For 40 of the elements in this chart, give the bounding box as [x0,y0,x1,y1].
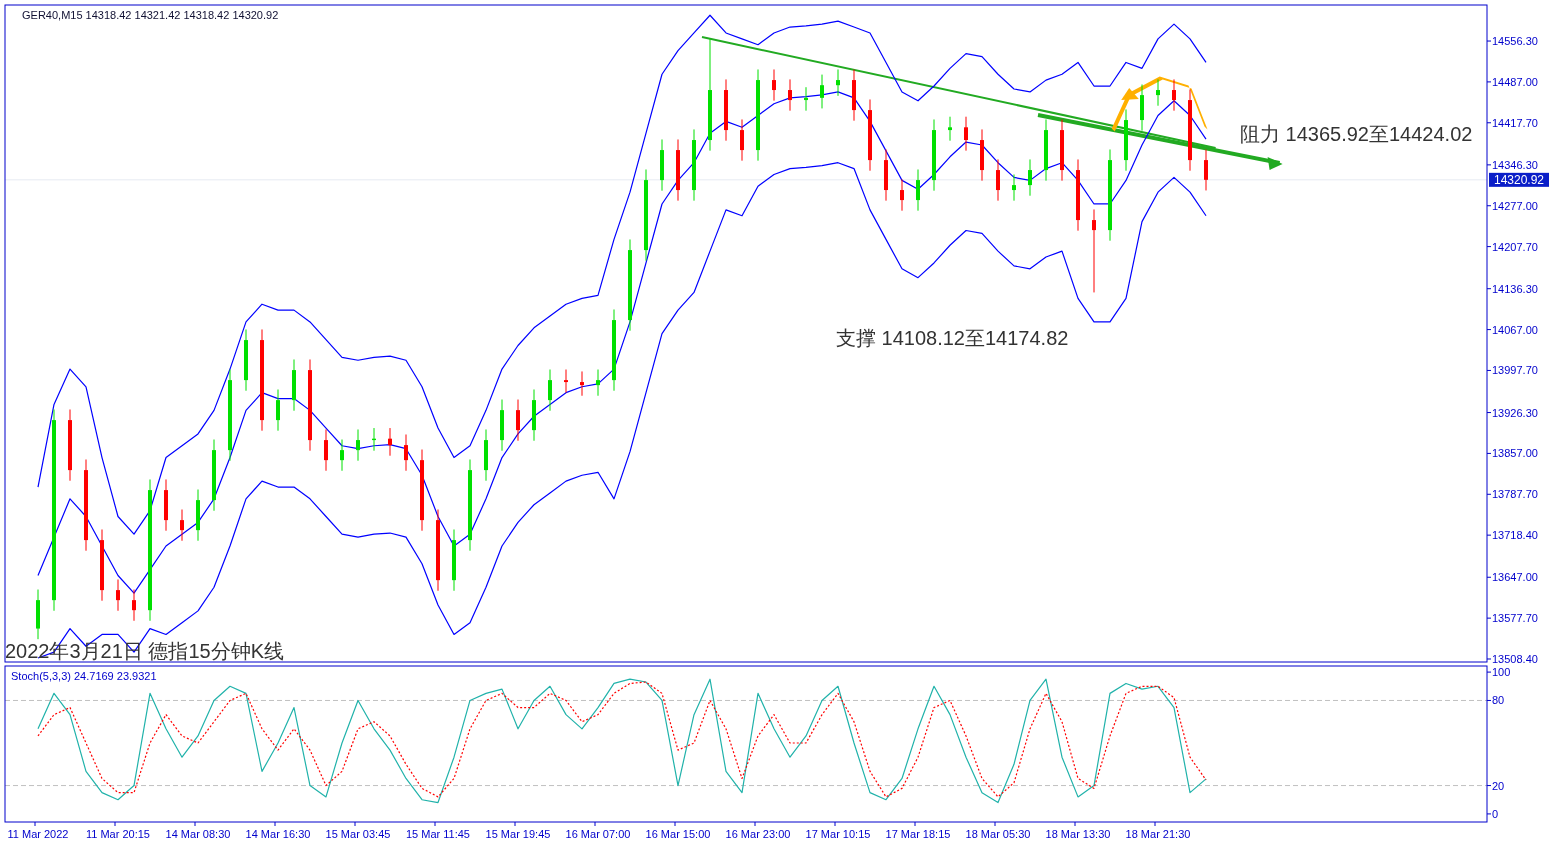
x-tick-label: 16 Mar 23:00 [725,828,791,840]
x-tick-label: 18 Mar 05:30 [965,828,1031,840]
chart-title: GER40,M15 14318.42 14321.42 14318.42 14320.92 [22,9,279,21]
y-tick-label: 13508.40 [1492,652,1538,665]
x-tick-label: 14 Mar 16:30 [245,828,311,840]
y-tick-label: 13577.70 [1492,612,1538,625]
y-tick-label: 13718.40 [1492,529,1538,542]
y-tick-label: 13787.70 [1492,488,1538,501]
x-tick-label: 16 Mar 07:00 [565,828,631,840]
x-tick-label: 15 Mar 11:45 [405,828,471,840]
y-tick-label: 100 [1492,666,1511,679]
x-tick-label: 18 Mar 21:30 [1125,828,1191,840]
y-tick-label: 14277.00 [1492,199,1538,212]
y-tick-label: 14556.30 [1492,35,1538,48]
y-tick-label: 14346.30 [1492,158,1538,171]
x-tick-label: 17 Mar 10:15 [805,828,871,840]
x-tick-label: 15 Mar 19:45 [485,828,551,840]
x-tick-label: 11 Mar 20:15 [85,828,151,840]
y-tick-label: 13926.30 [1492,406,1538,419]
y-tick-label: 14136.30 [1492,282,1538,295]
x-tick-label: 14 Mar 08:30 [165,828,231,840]
y-tick-label: 20 [1492,779,1505,792]
y-tick-label: 14417.70 [1492,116,1538,129]
x-tick-label: 15 Mar 03:45 [325,828,391,840]
x-tick-label: 18 Mar 13:30 [1045,828,1111,840]
y-tick-label: 14067.00 [1492,323,1538,336]
y-tick-label: 80 [1492,694,1505,707]
y-tick-label: 13857.00 [1492,447,1538,460]
x-tick-label: 17 Mar 18:15 [885,828,951,840]
y-tick-label: 14487.00 [1492,75,1538,88]
y-tick-label: 13647.00 [1492,571,1538,584]
chart-title: Stoch(5,3,3) 24.7169 23.9321 [11,670,157,682]
ref-line-label: 14320.92 [1493,173,1545,188]
y-tick-label: 0 [1492,807,1499,820]
y-tick-label: 13997.70 [1492,364,1538,377]
y-tick-label: 14207.70 [1492,240,1538,253]
x-tick-label: 11 Mar 2022 [7,828,69,840]
text: 阻力 14365.92至14424.02 [1240,123,1473,145]
annotation: 支撑 14108.12至14174.82 [836,327,1069,349]
x-tick-label: 16 Mar 15:00 [645,828,711,840]
